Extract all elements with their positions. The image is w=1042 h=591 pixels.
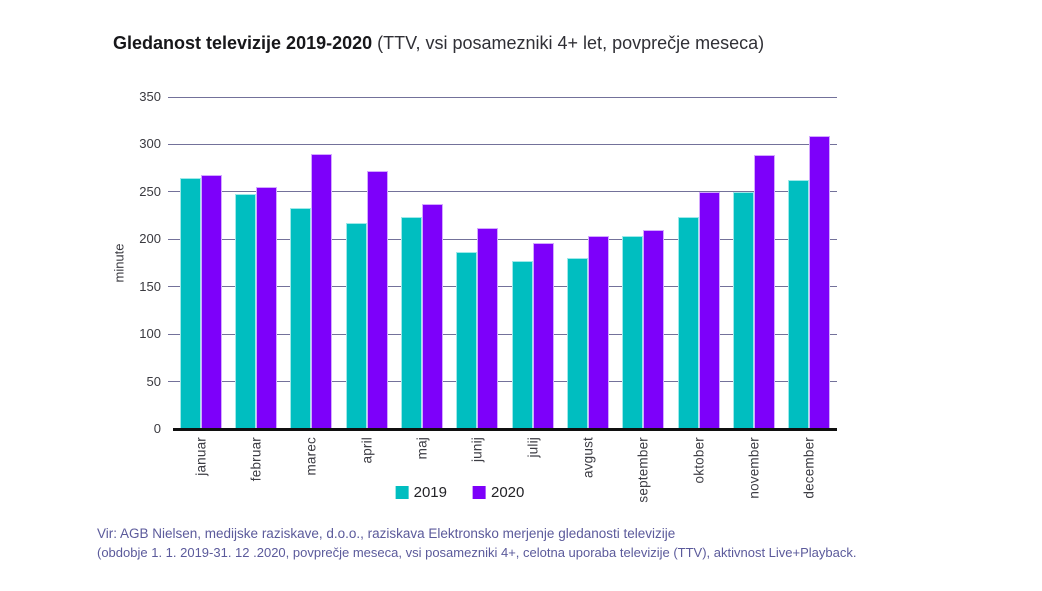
legend-label-2020: 2020 xyxy=(491,484,525,501)
x-axis-label-februar: februar xyxy=(248,437,264,482)
bar-marec-2019 xyxy=(290,207,312,429)
bar-junij-2019 xyxy=(456,251,478,429)
bar-julij-2020 xyxy=(532,243,554,429)
y-tick-label-150: 150 xyxy=(139,278,161,294)
x-axis-label-maj: maj xyxy=(414,437,430,460)
legend-item-2020: 2020 xyxy=(473,484,524,501)
bar-december-2019 xyxy=(788,179,810,429)
plot-area: 0 50 100 150 200 250 300 350 xyxy=(139,89,837,436)
bar-februar-2019 xyxy=(235,193,256,429)
x-axis-label-september: september xyxy=(635,437,651,503)
bar-maj-2020 xyxy=(422,204,443,429)
y-tick-label-200: 200 xyxy=(139,231,161,247)
y-tick-label-100: 100 xyxy=(139,326,161,342)
x-axis-line xyxy=(173,428,837,431)
bar-oktober-2019 xyxy=(677,217,699,429)
x-axis-label-januar: januar xyxy=(193,437,209,476)
gridline-100 xyxy=(168,333,837,335)
legend-label-2019: 2019 xyxy=(413,484,447,501)
bar-november-2019 xyxy=(733,191,754,429)
gridline-200 xyxy=(168,238,837,240)
y-tick-label-300: 300 xyxy=(139,136,161,152)
legend-item-2019: 2019 xyxy=(395,484,447,501)
gridline-250 xyxy=(168,191,837,193)
y-tick-label-0: 0 xyxy=(153,421,161,436)
bar-oktober-2020 xyxy=(698,191,720,429)
bar-julij-2019 xyxy=(511,261,533,429)
bar-maj-2019 xyxy=(401,217,422,429)
bar-avgust-2019 xyxy=(567,258,588,429)
x-axis-label-julij: julij xyxy=(525,437,541,458)
bar-november-2020 xyxy=(754,154,775,429)
bar-september-2019 xyxy=(622,236,644,429)
source-line: Vir: AGB Nielsen, medijske raziskave, d.… xyxy=(97,526,676,541)
chart-title-bold: Gledanost televizije 2019-2020 xyxy=(113,33,373,53)
gridline-350 xyxy=(168,96,837,98)
source-details-line: (obdobje 1. 1. 2019-31. 12 .2020, povpre… xyxy=(97,545,857,560)
x-axis-label-december: december xyxy=(801,437,817,499)
bar-februar-2020 xyxy=(256,187,277,429)
bar-avgust-2020 xyxy=(588,235,609,429)
bar-junij-2020 xyxy=(477,227,499,429)
x-axis-label-marec: marec xyxy=(303,437,319,476)
bar-april-2020 xyxy=(366,171,388,429)
chart-legend: 2019 2020 xyxy=(395,484,524,501)
gridline-50 xyxy=(168,381,837,383)
y-axis-title: minute xyxy=(111,243,127,283)
x-axis-label-avgust: avgust xyxy=(580,437,596,478)
bar-januar-2019 xyxy=(179,177,201,429)
y-tick-label-50: 50 xyxy=(146,373,161,389)
legend-swatch-2019 xyxy=(395,486,409,499)
x-axis-label-november: november xyxy=(746,437,762,499)
bar-december-2020 xyxy=(809,135,831,429)
bar-september-2020 xyxy=(643,229,665,429)
chart-title-subtitle: (TTV, vsi posamezniki 4+ let, povprečje … xyxy=(372,33,765,53)
y-tick-label-250: 250 xyxy=(139,183,161,199)
gridline-150 xyxy=(168,286,837,288)
bar-marec-2020 xyxy=(311,153,333,429)
x-axis-label-april: april xyxy=(359,437,375,464)
y-tick-label-350: 350 xyxy=(139,89,161,104)
legend-swatch-2020 xyxy=(473,486,486,499)
chart-title: Gledanost televizije 2019-2020 (TTV, vsi… xyxy=(113,31,764,55)
bar-april-2019 xyxy=(345,223,367,429)
x-axis-label-oktober: oktober xyxy=(691,437,707,484)
gridline-300 xyxy=(168,143,837,145)
bar-januar-2020 xyxy=(200,174,222,429)
x-axis-label-junij: junij xyxy=(469,437,485,463)
